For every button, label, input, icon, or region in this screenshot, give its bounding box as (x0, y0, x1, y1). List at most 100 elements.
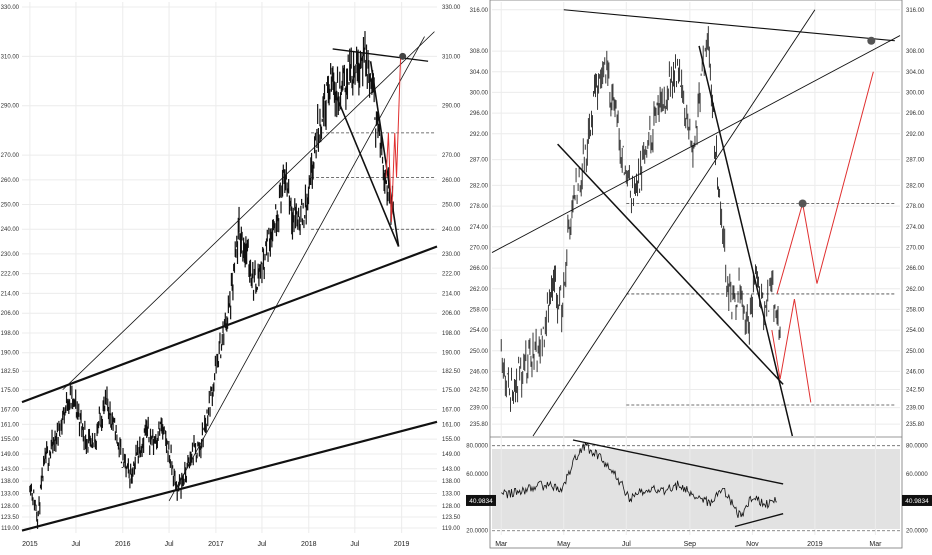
indicator-band (492, 449, 900, 529)
p1-y-tick-left: 214.00 (1, 291, 20, 297)
p1-y-tick-right: 155.00 (442, 437, 461, 443)
p1-y-tick-right: 198.00 (442, 331, 461, 337)
p2-y-tick-left: 296.00 (470, 111, 489, 117)
p2-y-tick-left: 316.00 (470, 8, 489, 14)
p1-y-tick-right: 214.00 (442, 291, 461, 297)
p2-y-tick-right: 235.80 (906, 422, 925, 428)
p2-y-tick-right: 304.00 (906, 70, 925, 76)
p1-x-tick: Jul (165, 541, 174, 548)
p3-current-value-text: 40.9834 (469, 498, 493, 505)
p3-trend-line (734, 513, 784, 528)
p3-current-value-text: 40.9834 (905, 498, 929, 505)
p2-projection-path (771, 298, 812, 403)
p2-y-tick-right: 300.00 (906, 90, 925, 96)
p1-y-tick-left: 119.00 (1, 526, 20, 532)
p1-y-tick-right: 167.00 (442, 408, 461, 414)
p3-current-value-left: 40.9834 (466, 494, 496, 506)
p1-y-tick-right: 290.00 (442, 104, 461, 110)
p3-y-tick-left: 80.0000 (466, 444, 488, 450)
p2-y-tick-right: 266.00 (906, 266, 925, 272)
p1-y-tick-right: 149.00 (442, 452, 461, 458)
p2-y-tick-left: 235.80 (470, 422, 489, 428)
p1-y-tick-right: 310.00 (442, 54, 461, 60)
p1-x-tick: 2017 (208, 541, 224, 548)
p2-x-tick: Sep (684, 541, 697, 548)
p1-y-tick-left: 149.00 (1, 452, 20, 458)
p1-y-tick-left: 182.50 (1, 369, 20, 375)
p2-target-marker (798, 199, 807, 208)
p1-y-tick-right: 240.00 (442, 227, 461, 233)
p2-y-tick-right: 274.00 (906, 225, 925, 231)
p1-projection-path (385, 56, 402, 222)
p1-x-tick: 2019 (394, 541, 410, 548)
p2-x-tick: Jul (622, 541, 631, 548)
p2-y-tick-left: 308.00 (470, 49, 489, 55)
p1-trend-line (62, 31, 435, 391)
p2-y-tick-right: 282.00 (906, 183, 925, 189)
p1-y-tick-left: 133.00 (1, 491, 20, 497)
p1-y-tick-right: 230.00 (442, 252, 461, 258)
p1-y-tick-left: 260.00 (1, 178, 20, 184)
p2-y-tick-right: 258.00 (906, 307, 925, 313)
p2-y-tick-left: 262.00 (470, 287, 489, 293)
p2-y-tick-right: 242.50 (906, 388, 925, 394)
p1-y-tick-left: 206.00 (1, 311, 20, 317)
p1-y-tick-right: 161.00 (442, 422, 461, 428)
p2-y-tick-left: 274.00 (470, 225, 489, 231)
p2-x-tick: Nov (746, 541, 759, 548)
p1-x-tick: Jul (71, 541, 80, 548)
p1-y-tick-right: 128.00 (442, 504, 461, 510)
p2-y-tick-right: 296.00 (906, 111, 925, 117)
p1-x-tick: 2015 (22, 541, 38, 548)
p1-y-tick-right: 260.00 (442, 178, 461, 184)
p1-y-tick-right: 182.50 (442, 369, 461, 375)
p2-y-tick-left: 246.00 (470, 369, 489, 375)
p1-y-tick-right: 190.00 (442, 351, 461, 357)
p1-y-tick-right: 119.00 (442, 526, 461, 532)
p2-y-tick-right: 250.00 (906, 349, 925, 355)
p3-current-value-box (902, 494, 932, 506)
p2-trend-line (563, 9, 895, 42)
price-series (29, 26, 781, 529)
p1-y-tick-right: 143.00 (442, 467, 461, 473)
p1-y-tick-right: 123.50 (442, 515, 461, 521)
p1-trend-line (21, 420, 438, 532)
p1-y-tick-left: 155.00 (1, 437, 20, 443)
p2-trend-line (491, 35, 901, 253)
p1-y-tick-left: 310.00 (1, 54, 20, 60)
p2-y-tick-left: 304.00 (470, 70, 489, 76)
p1-y-tick-left: 128.00 (1, 504, 20, 510)
p2-y-tick-left: 287.00 (470, 158, 489, 164)
p2-x-tick: Mar (495, 541, 508, 548)
p2-y-tick-left: 292.00 (470, 132, 489, 138)
p1-trend-line (168, 36, 425, 502)
p1-y-tick-right: 222.00 (442, 272, 461, 278)
p2-trend-line (532, 9, 816, 437)
p3-y-tick-left: 60.0000 (466, 472, 488, 478)
p3-y-tick-right: 60.0000 (906, 472, 928, 478)
p1-y-tick-left: 198.00 (1, 331, 20, 337)
p1-y-tick-left: 290.00 (1, 104, 20, 110)
p1-x-tick: Jul (257, 541, 266, 548)
p1-y-tick-left: 167.00 (1, 408, 20, 414)
p2-y-tick-left: 300.00 (470, 90, 489, 96)
p2-y-tick-left: 278.00 (470, 204, 489, 210)
p1-trend-line (332, 48, 429, 62)
p2-y-tick-left: 258.00 (470, 307, 489, 313)
p1-x-tick: 2018 (301, 541, 317, 548)
p3-y-tick-left: 20.0000 (466, 529, 488, 535)
p2-y-tick-left: 266.00 (470, 266, 489, 272)
p2-y-tick-right: 262.00 (906, 287, 925, 293)
p2-y-tick-left: 282.00 (470, 183, 489, 189)
p1-y-tick-right: 138.00 (442, 479, 461, 485)
p2-x-tick: 2019 (807, 541, 823, 548)
p1-trend-line (369, 61, 400, 247)
p2-y-tick-right: 278.00 (906, 204, 925, 210)
p3-current-value-right: 40.9834 (902, 494, 932, 506)
p1-y-tick-left: 190.00 (1, 351, 20, 357)
p3-current-value-box (466, 494, 496, 506)
p3-trend-line (572, 439, 784, 485)
p2-projection-path (776, 71, 874, 295)
